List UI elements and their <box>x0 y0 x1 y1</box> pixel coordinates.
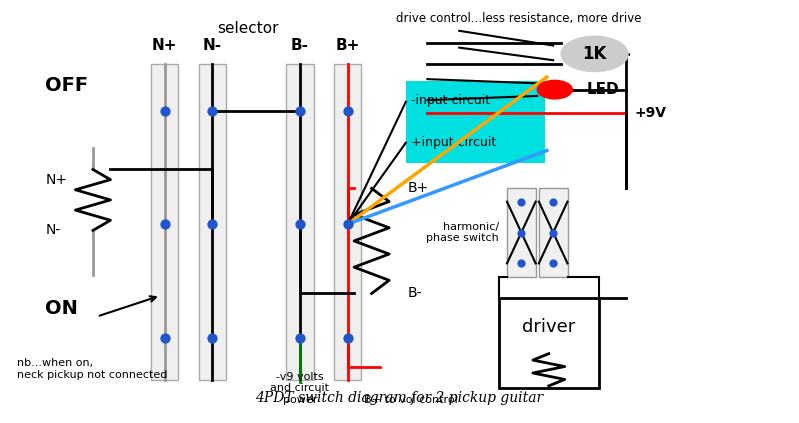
Circle shape <box>537 80 572 99</box>
Text: -input circuit: -input circuit <box>411 93 491 107</box>
Bar <box>539 188 567 277</box>
Text: N-: N- <box>46 223 61 237</box>
Text: B+: B+ <box>336 38 360 53</box>
Text: B+: B+ <box>407 181 429 195</box>
Bar <box>199 64 226 379</box>
Text: 1K: 1K <box>582 45 606 63</box>
Text: N+: N+ <box>152 38 177 53</box>
Bar <box>334 64 361 379</box>
Point <box>158 107 171 114</box>
Point <box>293 221 306 228</box>
Text: OFF: OFF <box>46 76 89 95</box>
Point <box>206 107 219 114</box>
Text: drive control...less resistance, more drive: drive control...less resistance, more dr… <box>396 12 641 25</box>
Text: N+: N+ <box>46 173 67 187</box>
Point <box>341 107 354 114</box>
Text: B-: B- <box>407 286 422 300</box>
Bar <box>507 188 535 277</box>
Text: selector: selector <box>217 21 279 36</box>
Point <box>547 198 559 205</box>
Text: nb...when on,
neck pickup not connected: nb...when on, neck pickup not connected <box>18 358 168 380</box>
Bar <box>499 298 598 388</box>
Point <box>158 334 171 341</box>
Text: +9V: +9V <box>634 106 666 120</box>
Text: 4PDT switch diagram for 2 pickup guitar: 4PDT switch diagram for 2 pickup guitar <box>256 392 543 406</box>
Point <box>293 107 306 114</box>
Text: N-: N- <box>203 38 222 53</box>
Text: LED: LED <box>586 82 619 97</box>
Point <box>515 229 527 236</box>
Bar <box>151 64 178 379</box>
Point <box>515 198 527 205</box>
Point <box>341 221 354 228</box>
Point <box>547 260 559 267</box>
Text: +input circuit: +input circuit <box>411 136 497 148</box>
Bar <box>406 81 545 163</box>
Text: B+ to vol control: B+ to vol control <box>364 395 457 405</box>
Point <box>547 229 559 236</box>
Text: driver: driver <box>523 318 575 335</box>
Point <box>293 334 306 341</box>
Point <box>515 260 527 267</box>
Point <box>206 334 219 341</box>
Text: -v9 volts
and circuit
power: -v9 volts and circuit power <box>271 371 329 405</box>
Point <box>158 221 171 228</box>
Circle shape <box>561 36 628 71</box>
Text: harmonic/
phase switch: harmonic/ phase switch <box>427 222 499 243</box>
Text: B-: B- <box>291 38 309 53</box>
Text: ON: ON <box>46 299 78 318</box>
Bar <box>286 64 313 379</box>
Point <box>206 221 219 228</box>
Point <box>341 334 354 341</box>
